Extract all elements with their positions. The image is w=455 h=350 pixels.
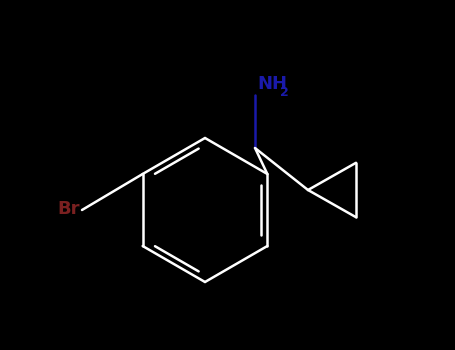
- Text: Br: Br: [57, 200, 80, 218]
- Text: NH: NH: [257, 75, 287, 93]
- Text: 2: 2: [280, 86, 289, 99]
